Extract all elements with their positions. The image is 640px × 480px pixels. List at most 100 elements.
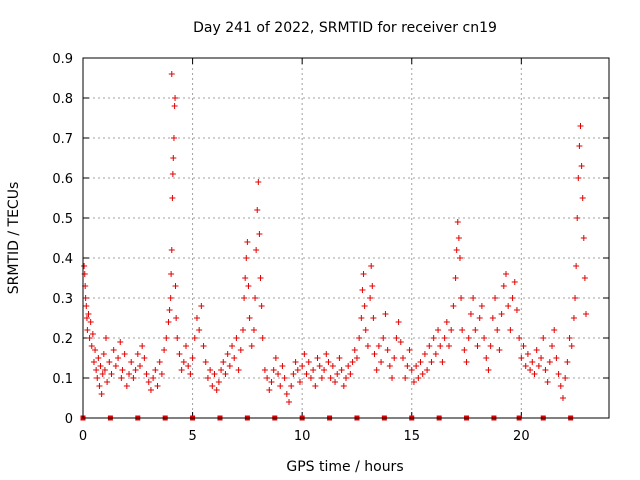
data-point	[524, 351, 531, 357]
data-point	[393, 335, 400, 341]
data-point	[570, 315, 577, 321]
data-point	[121, 351, 128, 357]
data-point	[83, 315, 90, 321]
data-point	[345, 363, 352, 369]
data-point	[395, 319, 402, 325]
data-point	[454, 219, 461, 225]
data-point	[529, 359, 536, 365]
data-point	[143, 371, 150, 377]
y-tick-label: 0.1	[52, 372, 73, 387]
data-point	[323, 351, 330, 357]
data-point	[343, 375, 349, 381]
data-point	[292, 359, 299, 365]
data-point	[213, 387, 220, 393]
x-axis-label: GPS time / hours	[286, 459, 403, 475]
data-point	[373, 367, 380, 373]
data-point	[241, 295, 248, 301]
data-point	[455, 235, 462, 241]
data-point	[575, 175, 582, 181]
data-point	[470, 295, 477, 301]
data-point	[375, 343, 382, 349]
data-point	[170, 135, 177, 141]
data-point	[134, 351, 141, 357]
data-point	[353, 355, 360, 361]
data-point	[218, 367, 225, 373]
data-point	[581, 275, 588, 281]
data-point	[312, 383, 319, 389]
data-point	[318, 375, 325, 381]
data-point	[453, 247, 460, 253]
data-point	[152, 367, 159, 373]
data-point	[231, 355, 238, 361]
data-point	[154, 383, 161, 389]
y-tick-label: 0.5	[52, 212, 73, 227]
data-point	[500, 283, 507, 289]
data-point	[290, 371, 297, 377]
data-point	[472, 327, 479, 333]
data-point	[509, 295, 516, 301]
data-point	[229, 343, 236, 349]
data-point	[428, 359, 435, 365]
data-point	[577, 123, 584, 129]
data-point	[145, 379, 152, 385]
data-point	[256, 231, 263, 237]
data-point	[362, 327, 369, 333]
data-point	[266, 387, 273, 393]
data-point	[139, 343, 146, 349]
data-point	[174, 335, 181, 341]
data-point	[89, 331, 96, 337]
data-point	[384, 347, 391, 353]
data-point	[243, 255, 250, 261]
data-point	[347, 371, 354, 377]
data-point	[408, 367, 415, 373]
data-point	[533, 347, 540, 353]
data-point	[172, 283, 179, 289]
data-point	[316, 363, 323, 369]
data-point	[259, 335, 266, 341]
data-point	[314, 355, 321, 361]
data-point	[544, 379, 551, 385]
data-point	[172, 95, 179, 101]
data-point	[150, 375, 157, 381]
data-point	[332, 379, 339, 385]
chart-title: Day 241 of 2022, SRMTID for receiver cn1…	[193, 20, 497, 36]
data-point	[437, 343, 444, 349]
data-point	[439, 359, 446, 365]
data-point	[568, 343, 575, 349]
plot-frame	[82, 57, 610, 419]
data-point	[82, 295, 89, 301]
data-point	[215, 379, 222, 385]
data-point	[185, 363, 192, 369]
data-point	[371, 351, 378, 357]
data-point	[370, 315, 377, 321]
data-point	[90, 359, 97, 365]
data-point	[406, 347, 413, 353]
y-axis-label: SRMTID / TECUs	[6, 182, 22, 295]
data-point	[169, 171, 176, 177]
data-point	[168, 271, 175, 277]
data-point	[538, 355, 545, 361]
data-point	[220, 359, 227, 365]
data-point	[198, 303, 205, 309]
data-point	[351, 347, 358, 353]
data-point	[173, 315, 180, 321]
data-point	[141, 355, 148, 361]
data-point	[168, 247, 175, 253]
tick-layer: 0 0.1 0.2 0.3 0.4 0.5 0.6 0.7 0.8 0.9 0 5 10 15 20	[52, 52, 609, 444]
data-point	[364, 343, 371, 349]
data-point	[562, 375, 569, 381]
data-point	[367, 295, 374, 301]
data-point	[574, 215, 581, 221]
data-point	[481, 335, 488, 341]
data-point	[130, 375, 137, 381]
x-tick-label: 15	[403, 429, 420, 444]
data-point	[382, 311, 389, 317]
data-point	[246, 315, 253, 321]
data-point	[553, 355, 560, 361]
data-point	[369, 283, 376, 289]
data-point	[349, 359, 356, 365]
data-point	[92, 347, 99, 353]
data-point	[421, 351, 428, 357]
data-point	[576, 143, 583, 149]
data-point	[580, 235, 587, 241]
